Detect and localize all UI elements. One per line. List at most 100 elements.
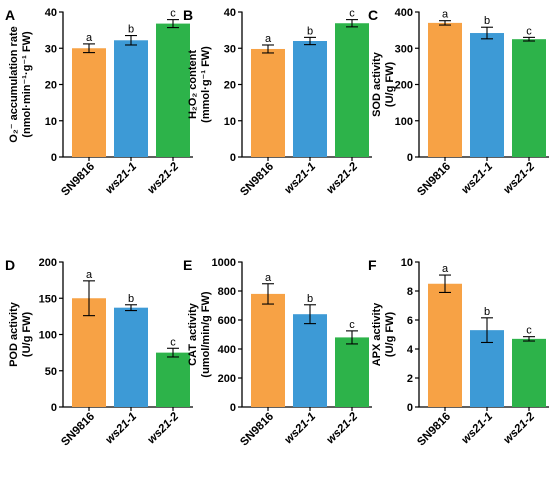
y-tick-label: 40 [45,7,57,19]
bar-sn9816 [72,298,106,407]
bar-ws21-1 [114,40,148,157]
x-tick-label: SN9816 [415,411,453,449]
significance-letter: a [86,32,93,44]
y-axis-label: SOD activity(U/g FW) [371,51,396,117]
panel-a: A 0 10 20 30 40 O₂⁻ accumulation rate(nmol·min… [5,7,193,199]
y-tick-label: 20 [224,80,236,92]
x-tick-label: ws21-2 [325,160,361,196]
y-axis-label: O₂⁻ accumulation rate(nmol·min⁻¹·g⁻¹ FW) [8,26,33,142]
bar-sn9816 [72,48,106,157]
y-tick-label: 30 [224,43,236,55]
significance-letter: a [265,33,272,45]
y-tick-label: 400 [395,7,413,19]
y-tick-label: 8 [407,286,413,298]
y-tick-label: 100 [395,116,413,128]
y-tick-label: 200 [39,257,57,269]
x-tick-label: ws21-2 [325,410,361,446]
significance-letter: a [442,263,449,275]
bar-ws21-1 [114,307,148,407]
y-tick-label: 1000 [212,257,236,269]
x-tick-label: SN9816 [238,161,276,199]
bar-ws21-1 [470,33,504,157]
significance-letter: a [442,9,449,21]
y-tick-label: 600 [218,315,236,327]
y-axis-label: CAT activity(umol/min/g FW) [187,291,212,377]
significance-letter: b [484,306,490,318]
panel-letter: F [368,257,377,273]
bar-sn9816 [428,22,462,157]
panel-letter: D [5,257,15,273]
bar-ws21-2 [512,39,546,157]
significance-letter: a [265,272,272,284]
panel-letter: C [368,7,378,23]
significance-letter: c [170,8,176,20]
significance-letter: b [307,293,313,305]
bar-sn9816 [428,283,462,407]
panel-letter: E [183,257,192,273]
x-tick-label: ws21-1 [460,411,496,447]
y-tick-label: 40 [224,7,236,19]
x-tick-label: SN9816 [59,161,97,199]
x-tick-label: ws21-2 [146,160,182,196]
y-tick-label: 0 [51,152,57,164]
x-tick-label: ws21-1 [104,161,140,197]
bar-ws21-2 [512,338,546,407]
y-tick-label: 30 [45,43,57,55]
bar-ws21-2 [335,337,369,407]
significance-letter: c [170,336,176,348]
y-tick-label: 100 [39,330,57,342]
y-tick-label: 800 [218,286,236,298]
y-tick-label: 200 [395,80,413,92]
significance-letter: c [349,8,355,20]
panel-f: F 0 2 4 6 8 10 APX activity(U/g FW) a SN9816 b ws21… [368,257,549,449]
bar-ws21-2 [156,23,190,157]
bar-sn9816 [251,293,285,407]
y-tick-label: 4 [407,344,414,356]
bar-ws21-2 [156,352,190,407]
panel-c: C 0 100 200 300 400 SOD activity(U/g FW) a SN981… [368,7,549,199]
y-tick-label: 0 [230,152,236,164]
y-tick-label: 200 [218,373,236,385]
x-tick-label: ws21-1 [283,161,319,197]
significance-letter: b [128,24,134,36]
x-tick-label: ws21-1 [460,161,496,197]
x-tick-label: SN9816 [415,161,453,199]
y-axis-label: APX activity(U/g FW) [371,302,396,366]
y-tick-label: 6 [407,315,413,327]
x-tick-label: ws21-2 [502,410,538,446]
panel-letter: B [183,7,193,23]
bar-ws21-1 [293,314,327,407]
y-tick-label: 0 [230,402,236,414]
y-tick-label: 400 [218,344,236,356]
y-axis-label: H₂O₂ content(mmol·g⁻¹ FW) [187,46,212,123]
bar-ws21-2 [335,23,369,157]
y-tick-label: 2 [407,373,413,385]
panel-e: E 0 200 400 600 800 1000 CAT activity(umol/min/… [183,257,372,449]
bar-sn9816 [251,48,285,157]
y-tick-label: 20 [45,80,57,92]
x-tick-label: ws21-2 [146,410,182,446]
y-axis-label: POD activity(U/g FW) [8,301,33,367]
panel-d: D 0 50 100 150 200 POD activity(U/g FW) a SN9816… [5,257,193,449]
y-tick-label: 0 [407,402,413,414]
significance-letter: c [526,25,532,37]
y-tick-label: 10 [401,257,413,269]
y-tick-label: 300 [395,43,413,55]
x-tick-label: SN9816 [59,411,97,449]
x-tick-label: ws21-2 [502,160,538,196]
panel-b: B 0 10 20 30 40 H₂O₂ content(mmol·g⁻¹ FW) a SN98… [183,7,372,199]
y-tick-label: 50 [45,366,57,378]
bar-ws21-1 [293,41,327,157]
x-tick-label: ws21-1 [104,411,140,447]
panel-letter: A [5,7,15,23]
significance-letter: a [86,269,93,281]
x-tick-label: ws21-1 [283,411,319,447]
significance-letter: b [307,25,313,37]
significance-letter: c [349,319,355,331]
y-tick-label: 10 [45,116,57,128]
significance-letter: b [128,293,134,305]
significance-letter: c [526,325,532,337]
x-tick-label: SN9816 [238,411,276,449]
